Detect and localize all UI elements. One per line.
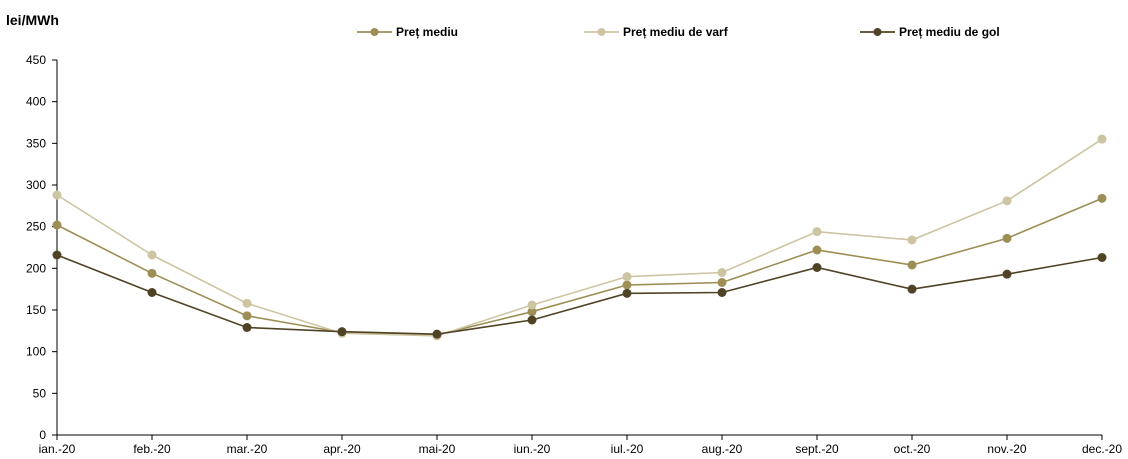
data-point [52,220,62,230]
y-tick-label: 150 [26,303,46,317]
data-point [717,278,727,287]
y-tick-label: 200 [26,261,46,275]
y-tick-label: 300 [26,178,46,192]
x-tick-label: nov.-20 [987,442,1026,456]
data-point [812,227,822,237]
series-group [52,134,1107,341]
x-tick-label: oct.-20 [894,442,931,456]
data-point [717,268,727,277]
data-point [717,288,727,297]
y-tick-label: 100 [26,345,46,359]
legend-label: Preț mediu de gol [899,25,1000,39]
data-point [52,190,62,200]
series-3 [52,250,1107,339]
legend: Preț mediu Preț mediu de varf Preț mediu d… [357,25,1000,39]
data-point [527,315,537,325]
legend-label: Preț mediu de varf [623,25,729,39]
x-tick-label: mai-20 [419,442,456,456]
legend-label: Preț mediu [396,25,458,39]
y-tick-label: 50 [33,386,47,400]
data-point [1097,193,1107,203]
x-tick-label: apr.-20 [323,442,361,456]
y-tick-label: 250 [26,220,46,234]
data-point [147,250,157,260]
y-tick-label: 400 [26,95,46,109]
x-tick-label: sept.-20 [795,442,839,456]
data-point [242,311,252,321]
data-point [812,263,822,272]
legend-marker [873,28,882,36]
data-point [432,329,442,339]
data-point [1002,196,1012,206]
data-point [1002,269,1012,279]
legend-item-1: Preț mediu [357,25,458,39]
series-2 [52,134,1107,341]
data-point [242,298,252,308]
legend-item-3: Preț mediu de gol [860,25,1000,39]
data-point [242,323,252,332]
data-point [147,288,157,297]
legend-item-2: Preț mediu de varf [584,25,729,39]
data-point [527,300,537,310]
series-1 [52,193,1107,340]
data-point [907,284,917,294]
y-axis-unit-label: lei/MWh [6,12,59,28]
data-point [907,260,917,270]
data-point [52,250,62,260]
data-point [812,245,822,255]
data-point [622,280,632,290]
y-tick-label: 450 [26,53,46,67]
data-point [527,307,537,317]
x-tick-label: iun.-20 [514,442,551,456]
x-tick-label: dec.-20 [1082,442,1122,456]
x-tick-label: iul.-20 [611,442,644,456]
data-point [1097,134,1107,144]
axes: 0 50 100 150 200 250 300 350 400 450 ian.-20 feb.-2… [26,53,1122,456]
series-line [56,197,1103,336]
legend-marker [370,28,379,36]
legend-marker [597,28,606,36]
data-point [147,268,157,278]
data-point [1002,233,1012,243]
data-point [622,272,632,282]
data-point [337,327,347,337]
series-line [56,138,1103,337]
series-line [56,254,1103,335]
x-tick-label: mar.-20 [227,442,268,456]
x-tick-label: ian.-20 [39,442,76,456]
data-point [907,235,917,245]
data-point [622,288,632,298]
y-tick-label: 0 [39,428,46,442]
x-tick-label: aug.-20 [702,442,743,456]
x-tick-label: feb.-20 [133,442,171,456]
y-tick-label: 350 [26,136,46,150]
data-point [1097,253,1107,262]
